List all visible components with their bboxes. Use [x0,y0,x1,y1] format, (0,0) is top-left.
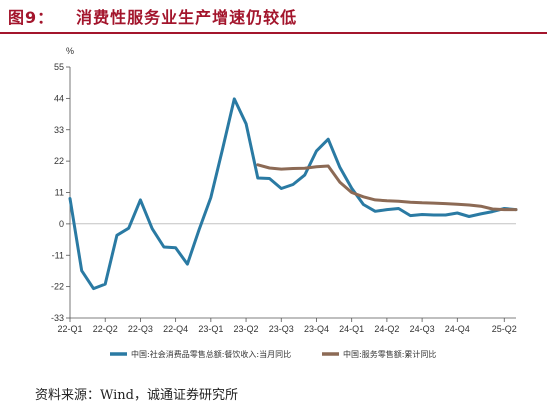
x-tick-label: 24-Q4 [445,324,470,334]
x-tick-label: 22-Q2 [93,324,118,334]
x-tick-label: 23-Q3 [269,324,294,334]
series-lines [68,97,518,291]
y-tick-label: 44 [54,93,64,103]
x-tick-label: 24-Q2 [374,324,399,334]
y-tick-label: 33 [54,125,64,135]
title-rule [0,32,547,34]
y-tick-label: -22 [51,282,64,292]
y-tick-label: -33 [51,313,64,323]
figure-title: 图9： 消费性服务业生产增速仍较低 [8,4,297,28]
y-tick-label: 11 [55,188,64,198]
x-tick-label: 22-Q1 [57,324,82,334]
x-tick-label: 22-Q3 [128,324,153,334]
y-tick-label: 22 [54,156,64,166]
x-tick-label: 24-Q3 [410,324,435,334]
x-tick-label: 25-Q2 [492,324,517,334]
figure-title-text: 消费性服务业生产增速仍较低 [76,8,298,27]
legend-label-2: 中国:服务零售额:累计同比 [343,349,436,359]
x-tick-label: 23-Q4 [304,324,329,334]
legend-label-1: 中国:社会消费品零售总额:餐饮收入:当月同比 [131,349,291,359]
x-tick-label: 23-Q2 [234,324,259,334]
source-note: 资料来源：Wind，诚通证券研究所 [35,388,238,403]
x-tick-label: 23-Q1 [198,324,223,334]
y-tick-label: -11 [52,250,64,260]
x-tick-label: 24-Q1 [339,324,364,334]
series-line-2 [256,163,518,212]
x-tick-label: 22-Q4 [163,324,188,334]
y-tick-label: 55 [54,62,64,72]
y-tick-label: 0 [59,219,64,229]
legend: 中国:社会消费品零售总额:餐饮收入:当月同比 中国:服务零售额:累计同比 [110,349,436,359]
y-axis-unit: % [66,46,74,56]
series-line-1 [68,97,518,291]
figure-number: 图9： [8,8,55,27]
